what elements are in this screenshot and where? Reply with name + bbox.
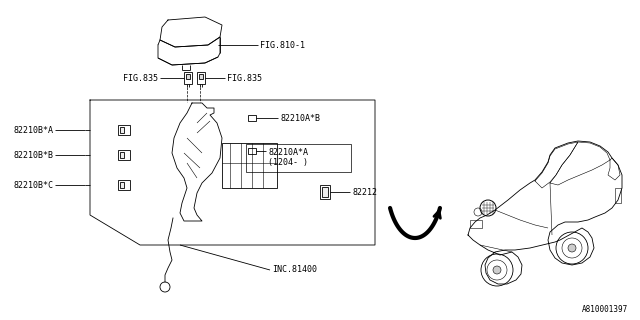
Bar [470, 220, 482, 228]
Text: (1204- ): (1204- ) [268, 158, 308, 167]
Bar [248, 115, 256, 121]
Bar [246, 144, 351, 172]
Circle shape [568, 244, 576, 252]
Bar [120, 127, 124, 133]
Bar [222, 143, 277, 188]
Text: INC.81400: INC.81400 [272, 266, 317, 275]
Text: FIG.835: FIG.835 [123, 74, 158, 83]
Text: 82210B*C: 82210B*C [13, 180, 53, 189]
Text: 82212: 82212 [352, 188, 377, 196]
Text: FIG.835: FIG.835 [227, 74, 262, 83]
Text: 82210A*A: 82210A*A [268, 148, 308, 157]
Bar [118, 150, 130, 160]
Bar [199, 74, 203, 79]
Circle shape [493, 266, 501, 274]
Text: 82210B*B: 82210B*B [13, 150, 53, 159]
Text: A810001397: A810001397 [582, 305, 628, 314]
Bar [186, 74, 190, 79]
Bar [118, 180, 130, 190]
Bar [120, 152, 124, 158]
Bar [184, 72, 192, 84]
Text: 82210B*A: 82210B*A [13, 125, 53, 134]
Bar [197, 72, 205, 84]
Text: 82210A*B: 82210A*B [280, 114, 320, 123]
Bar [320, 185, 330, 199]
Bar [615, 188, 621, 203]
Bar [118, 125, 130, 135]
Bar [322, 187, 328, 197]
Text: FIG.810-1: FIG.810-1 [260, 41, 305, 50]
Bar [248, 148, 256, 154]
Bar [120, 182, 124, 188]
